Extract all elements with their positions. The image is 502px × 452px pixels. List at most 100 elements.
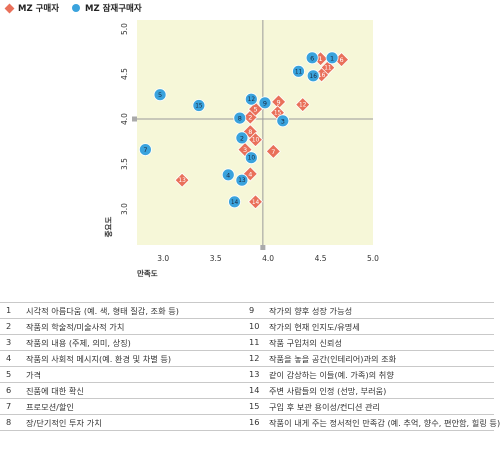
point-label: 4 <box>226 171 230 179</box>
circle-marker <box>138 143 152 157</box>
buyer-point: 12 <box>295 97 311 113</box>
table-row: 14 주변 사람들의 인정 (선망, 부러움) <box>0 382 494 398</box>
point-label: 6 <box>339 56 343 64</box>
item-text: 작품을 놓을 공간(인테리어)과의 조화 <box>269 354 397 364</box>
potential-buyer-point: 4 <box>221 168 235 182</box>
point-label: 2 <box>248 114 252 122</box>
circle-marker <box>153 88 167 102</box>
potential-buyer-point: 1 <box>325 51 339 65</box>
potential-buyer-point: 7 <box>138 143 152 157</box>
circle-marker <box>221 168 235 182</box>
point-label: 4 <box>248 170 252 178</box>
potential-buyer-point: 10 <box>244 151 258 165</box>
buyer-point: 14 <box>247 194 264 210</box>
table-row: 2 작품의 학술적/미술사적 가치 <box>0 318 494 335</box>
point-label: 16 <box>318 73 326 79</box>
point-label: 5 <box>158 91 162 99</box>
diamond-marker <box>174 172 190 188</box>
point-label: 6 <box>310 54 314 62</box>
point-label: 5 <box>253 106 257 114</box>
table-row: 8 장/단기적인 투자 가치 <box>0 414 494 431</box>
circle-marker <box>306 69 320 83</box>
item-number: 2 <box>6 321 12 331</box>
point-label: 7 <box>271 148 275 156</box>
reference-handle-x <box>260 245 266 250</box>
circle-marker <box>258 96 272 110</box>
point-label: 16 <box>310 74 318 80</box>
point-label: 12 <box>248 97 256 103</box>
item-text: 프로모션/할인 <box>26 402 74 412</box>
item-number: 4 <box>6 353 12 363</box>
potential-buyer-point: 3 <box>276 114 290 128</box>
point-label: 3 <box>243 146 247 154</box>
reference-handle-y <box>132 116 137 122</box>
item-text: 구입 후 보관 용이성/컨디션 관리 <box>269 402 381 412</box>
point-label: 14 <box>231 200 239 206</box>
circle-marker <box>233 111 247 125</box>
item-text: 작품의 사회적 메시지(예. 환경 및 차별 등) <box>26 354 172 364</box>
point-label: 2 <box>240 134 244 142</box>
legend-label-potential: MZ 잠재구매자 <box>85 4 142 14</box>
circle-marker <box>192 99 206 112</box>
point-label: 13 <box>178 178 186 184</box>
point-label: 8 <box>248 128 252 136</box>
item-text: 장/단기적인 투자 가치 <box>26 418 102 428</box>
point-label: 9 <box>263 99 267 107</box>
potential-buyer-point: 2 <box>235 131 249 145</box>
item-text: 작품이 내게 주는 정서적인 만족감 (예. 추억, 향수, 편안함, 힐링 등… <box>269 418 501 428</box>
table-row: 10 작가의 현재 인지도/유명세 <box>0 318 494 334</box>
potential-buyer-point: 14 <box>228 195 241 209</box>
item-number: 3 <box>6 337 12 347</box>
circle-marker-icon <box>72 4 80 12</box>
items-table-top-border <box>0 302 494 303</box>
item-number: 6 <box>6 385 12 395</box>
potential-buyer-point: 15 <box>192 99 206 112</box>
item-number: 14 <box>249 385 260 395</box>
buyer-point: 7 <box>265 143 281 159</box>
item-number: 15 <box>249 401 260 411</box>
point-label: 7 <box>143 146 147 154</box>
diamond-marker <box>247 194 264 210</box>
item-number: 5 <box>6 369 12 379</box>
item-text: 진품에 대한 확신 <box>26 386 84 396</box>
point-label: 13 <box>238 178 246 184</box>
item-text: 작품의 내용 (주제, 의미, 상징) <box>26 338 131 348</box>
y-tick-label: 4.0 <box>120 113 129 125</box>
table-row: 13 같이 감상하는 이들(예. 가족)의 취향 <box>0 366 494 382</box>
circle-marker <box>244 151 258 165</box>
x-tick-label: 5.0 <box>367 254 379 263</box>
table-row: 12 작품을 놓을 공간(인테리어)과의 조화 <box>0 350 494 366</box>
table-row: 9 작가의 향후 성장 가능성 <box>0 302 494 318</box>
potential-buyer-point: 9 <box>258 96 272 110</box>
point-label: 12 <box>299 103 307 109</box>
item-text: 작가의 현재 인지도/유명세 <box>269 322 360 332</box>
legend-label-buyer: MZ 구매자 <box>18 4 60 14</box>
table-row: 4 작품의 사회적 메시지(예. 환경 및 차별 등) <box>0 350 494 367</box>
point-label: 9 <box>277 98 281 106</box>
table-row: 3 작품의 내용 (주제, 의미, 상징) <box>0 334 494 351</box>
item-text: 가격 <box>26 370 42 380</box>
item-text: 같이 감상하는 이들(예. 가족)의 취향 <box>269 370 394 380</box>
circle-marker <box>276 114 290 128</box>
potential-buyer-point: 16 <box>306 69 320 83</box>
item-text: 주변 사람들의 인정 (선망, 부러움) <box>269 386 387 396</box>
point-label: 8 <box>238 115 242 123</box>
item-number: 10 <box>249 321 260 331</box>
item-number: 16 <box>249 417 260 427</box>
item-text: 시각적 아름다움 (예. 색, 형태 질감, 조화 등) <box>26 306 179 316</box>
circle-marker <box>244 92 258 106</box>
table-row: 15 구입 후 보관 용이성/컨디션 관리 <box>0 398 494 414</box>
legend-item-potential: MZ 잠재구매자 <box>72 2 142 14</box>
diamond-marker <box>295 97 311 113</box>
circle-marker <box>235 131 249 145</box>
item-number: 1 <box>6 305 12 315</box>
circle-marker <box>292 64 305 78</box>
x-tick-label: 3.0 <box>157 254 169 263</box>
legend-item-buyer: MZ 구매자 <box>4 2 60 14</box>
item-number: 12 <box>249 353 260 363</box>
circle-marker <box>235 173 249 187</box>
item-text: 작품 구입처의 신뢰성 <box>269 338 342 348</box>
point-label: 15 <box>274 111 282 117</box>
potential-buyer-point: 8 <box>233 111 247 125</box>
